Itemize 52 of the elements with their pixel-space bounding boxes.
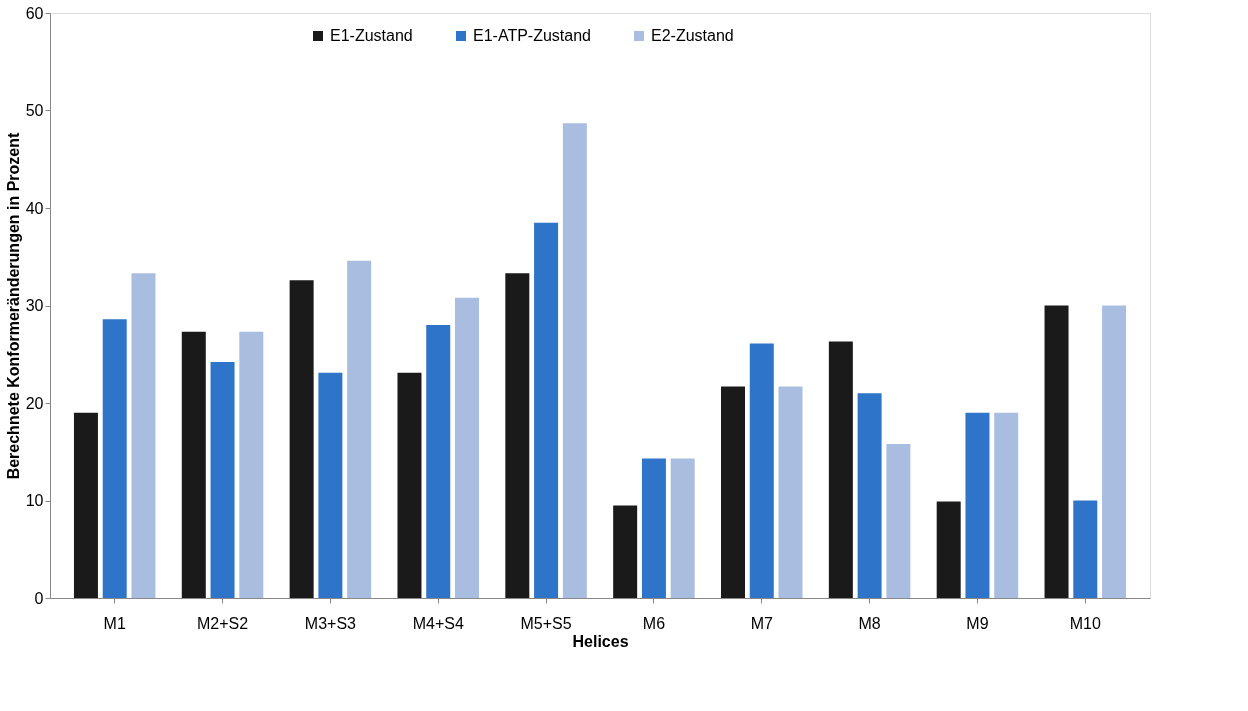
bar: [210, 362, 235, 598]
y-axis-title: Berechnete Konformeränderungen in Prozent: [4, 131, 22, 480]
y-tick-label: 10: [25, 492, 44, 509]
x-tick-label: M4+S4: [412, 614, 464, 632]
bar: [289, 280, 314, 598]
bar: [886, 443, 911, 598]
bar: [454, 297, 479, 598]
bar: [318, 372, 343, 598]
y-tick-label: 30: [25, 297, 44, 314]
bar: [613, 505, 638, 598]
x-tick-label: M5+S5: [520, 614, 572, 632]
bar: [670, 458, 695, 598]
legend-label: E2-Zustand: [651, 27, 734, 44]
bar: [1102, 305, 1127, 598]
bar: [505, 273, 530, 598]
legend-label: E1-Zustand: [330, 27, 413, 44]
bar: [1044, 305, 1069, 598]
bar: [828, 341, 853, 598]
bar: [994, 412, 1019, 598]
bar: [857, 393, 882, 598]
bar: [721, 386, 746, 598]
bar: [641, 458, 666, 598]
legend-label: E1-ATP-Zustand: [473, 27, 591, 44]
x-tick-label: M7: [750, 614, 773, 632]
bar: [397, 372, 422, 598]
y-tick-label: 60: [25, 4, 44, 22]
bar: [936, 501, 961, 598]
bar: [1073, 500, 1098, 598]
x-axis-title: Helices: [572, 632, 629, 650]
bar: [73, 412, 98, 598]
bar: [562, 123, 587, 598]
x-tick-label: M1: [103, 614, 126, 632]
bar: [749, 343, 774, 598]
y-tick-label: 50: [25, 102, 44, 119]
bar: [239, 331, 264, 598]
bar: [347, 260, 372, 598]
x-tick-label: M6: [642, 614, 666, 632]
bar: [534, 222, 559, 598]
x-tick-label: M9: [966, 614, 989, 632]
bar: [102, 319, 127, 598]
bar: [131, 273, 156, 598]
bar: [965, 412, 990, 598]
y-tick-label: 0: [34, 589, 44, 607]
bar: [181, 331, 206, 598]
bar: [778, 386, 803, 598]
x-tick-label: M10: [1069, 614, 1101, 632]
x-tick-label: M3+S3: [304, 614, 357, 632]
y-tick-label: 40: [25, 199, 44, 217]
y-tick-label: 20: [25, 394, 44, 412]
x-tick-label: M8: [858, 614, 881, 632]
x-tick-label: M2+S2: [196, 614, 249, 632]
bar: [426, 325, 451, 598]
